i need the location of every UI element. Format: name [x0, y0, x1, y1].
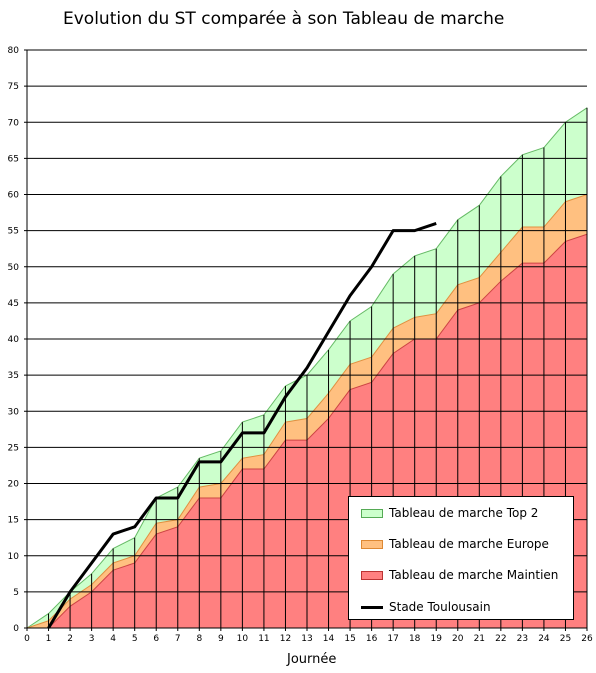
legend-item-stade: Stade Toulousain	[361, 599, 491, 615]
legend-swatch-maintien	[361, 570, 383, 580]
y-tick-label: 25	[8, 443, 19, 453]
legend-label-europe: Tableau de marche Europe	[389, 537, 549, 551]
y-tick-label: 30	[8, 407, 20, 417]
y-tick-label: 0	[13, 624, 19, 634]
y-tick-label: 5	[13, 588, 19, 598]
x-tick-label: 2	[67, 634, 73, 644]
x-tick-label: 17	[387, 634, 398, 644]
x-tick-label: 14	[323, 634, 335, 644]
y-tick-labels: 0 5 10 15 20 25 30 35 40 45 50 55 60 65 70 75 80	[8, 46, 27, 634]
y-tick-label: 65	[8, 154, 19, 164]
y-tick-label: 50	[8, 263, 20, 273]
legend-swatch-top2	[361, 508, 383, 518]
x-tick-labels: 0 1 2 3 4 5 6 7 8 9 10 11 12 13 14 15 16 17 18 19 20 21 22 23 24…	[24, 628, 593, 644]
x-tick-label: 0	[24, 634, 30, 644]
y-tick-label: 70	[8, 118, 20, 128]
y-tick-label: 80	[8, 46, 20, 56]
x-tick-label: 24	[538, 634, 550, 644]
legend-swatch-europe	[361, 539, 383, 549]
x-tick-label: 13	[301, 634, 312, 644]
y-tick-label: 60	[8, 191, 20, 201]
y-tick-label: 20	[8, 480, 20, 490]
legend-label-stade: Stade Toulousain	[389, 600, 491, 614]
legend-swatch-stade	[361, 605, 383, 609]
legend: Tableau de marche Top 2 Tableau de march…	[348, 496, 574, 620]
x-tick-label: 9	[218, 634, 224, 644]
x-tick-label: 7	[175, 634, 181, 644]
x-tick-label: 23	[517, 634, 528, 644]
x-tick-label: 22	[495, 634, 506, 644]
x-tick-label: 5	[132, 634, 138, 644]
x-tick-label: 25	[560, 634, 571, 644]
line-layer	[47, 221, 437, 629]
x-tick-label: 18	[409, 634, 421, 644]
y-tick-label: 35	[8, 371, 19, 381]
y-tick-label: 55	[8, 227, 19, 237]
x-tick-label: 16	[366, 634, 378, 644]
day-lines	[48, 107, 588, 628]
x-tick-label: 11	[258, 634, 269, 644]
y-tick-label: 75	[8, 82, 19, 92]
x-tick-label: 21	[474, 634, 485, 644]
x-tick-label: 6	[153, 634, 159, 644]
series-line-stade	[47, 221, 437, 629]
x-tick-label: 10	[237, 634, 249, 644]
legend-label-maintien: Tableau de marche Maintien	[389, 568, 559, 582]
x-tick-label: 8	[196, 634, 202, 644]
y-tick-label: 40	[8, 335, 20, 345]
x-tick-label: 20	[452, 634, 464, 644]
x-tick-label: 1	[46, 634, 52, 644]
x-tick-label: 26	[581, 634, 593, 644]
y-tick-label: 45	[8, 299, 19, 309]
chart-title: Evolution du ST comparée à son Tableau d…	[63, 9, 505, 29]
x-tick-label: 19	[431, 634, 443, 644]
legend-item-europe: Tableau de marche Europe	[361, 536, 549, 552]
x-tick-label: 12	[280, 634, 291, 644]
x-tick-label: 15	[344, 634, 355, 644]
legend-item-top2: Tableau de marche Top 2	[361, 505, 538, 521]
legend-item-maintien: Tableau de marche Maintien	[361, 567, 558, 583]
x-tick-label: 3	[89, 634, 95, 644]
y-tick-label: 10	[8, 552, 20, 562]
x-axis-label: Journée	[287, 652, 337, 667]
legend-label-top2: Tableau de marche Top 2	[389, 506, 539, 520]
x-tick-label: 4	[110, 634, 116, 644]
y-tick-label: 15	[8, 516, 19, 526]
